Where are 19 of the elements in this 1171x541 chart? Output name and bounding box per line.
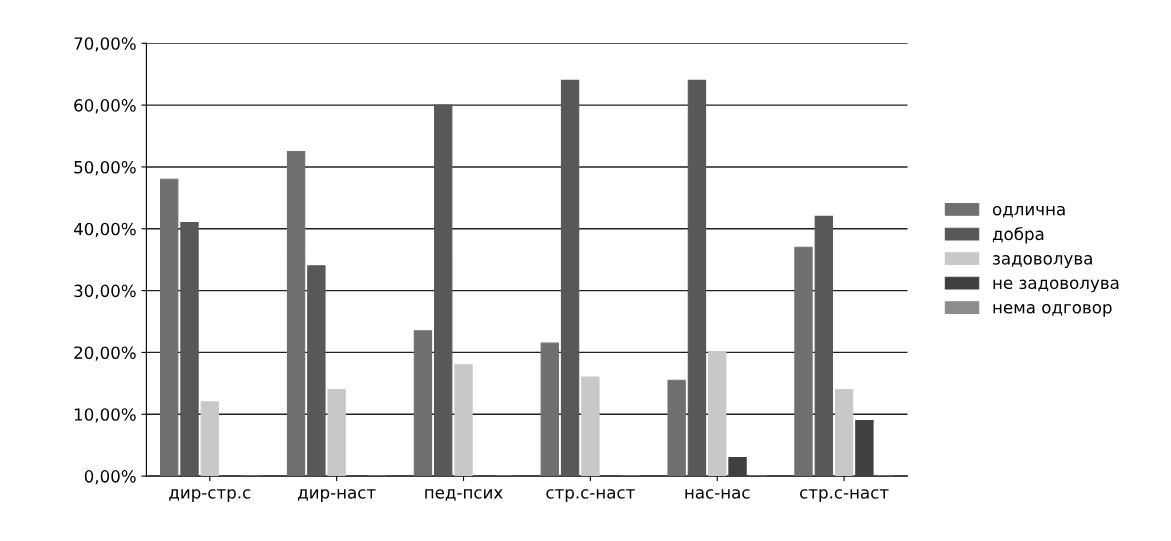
x-tick-label: стр.с-наст	[546, 489, 635, 502]
y-tick-label: 70,00%	[74, 37, 136, 52]
y-tick-label: 0,00%	[84, 470, 136, 485]
y-tick-label: 20,00%	[74, 346, 136, 361]
legend-label: не задоволува	[993, 279, 1119, 293]
legend-label: добра	[992, 227, 1044, 244]
x-tick-label: нас-нас	[685, 489, 750, 499]
legend-label: задоволува	[993, 255, 1092, 268]
y-tick-label: 50,00%	[74, 160, 136, 176]
y-tick-label: 30,00%	[74, 284, 136, 299]
legend-label: одлична	[992, 205, 1065, 218]
y-tick-label: 60,00%	[74, 99, 136, 114]
x-tick-label: стр.с-наст	[800, 489, 889, 502]
y-tick-label: 10,00%	[74, 408, 136, 423]
y-tick-label: 40,00%	[73, 222, 136, 238]
x-tick-label: пед-псих	[425, 489, 503, 501]
legend-label: нема одговор	[993, 304, 1112, 317]
x-tick-label: дир-стр.с	[169, 489, 251, 502]
x-tick-label: дир-наст	[298, 489, 376, 502]
